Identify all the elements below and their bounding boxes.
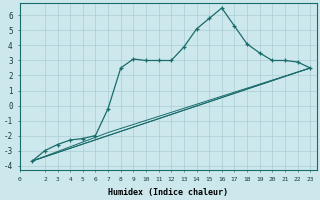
X-axis label: Humidex (Indice chaleur): Humidex (Indice chaleur) [108,188,228,197]
